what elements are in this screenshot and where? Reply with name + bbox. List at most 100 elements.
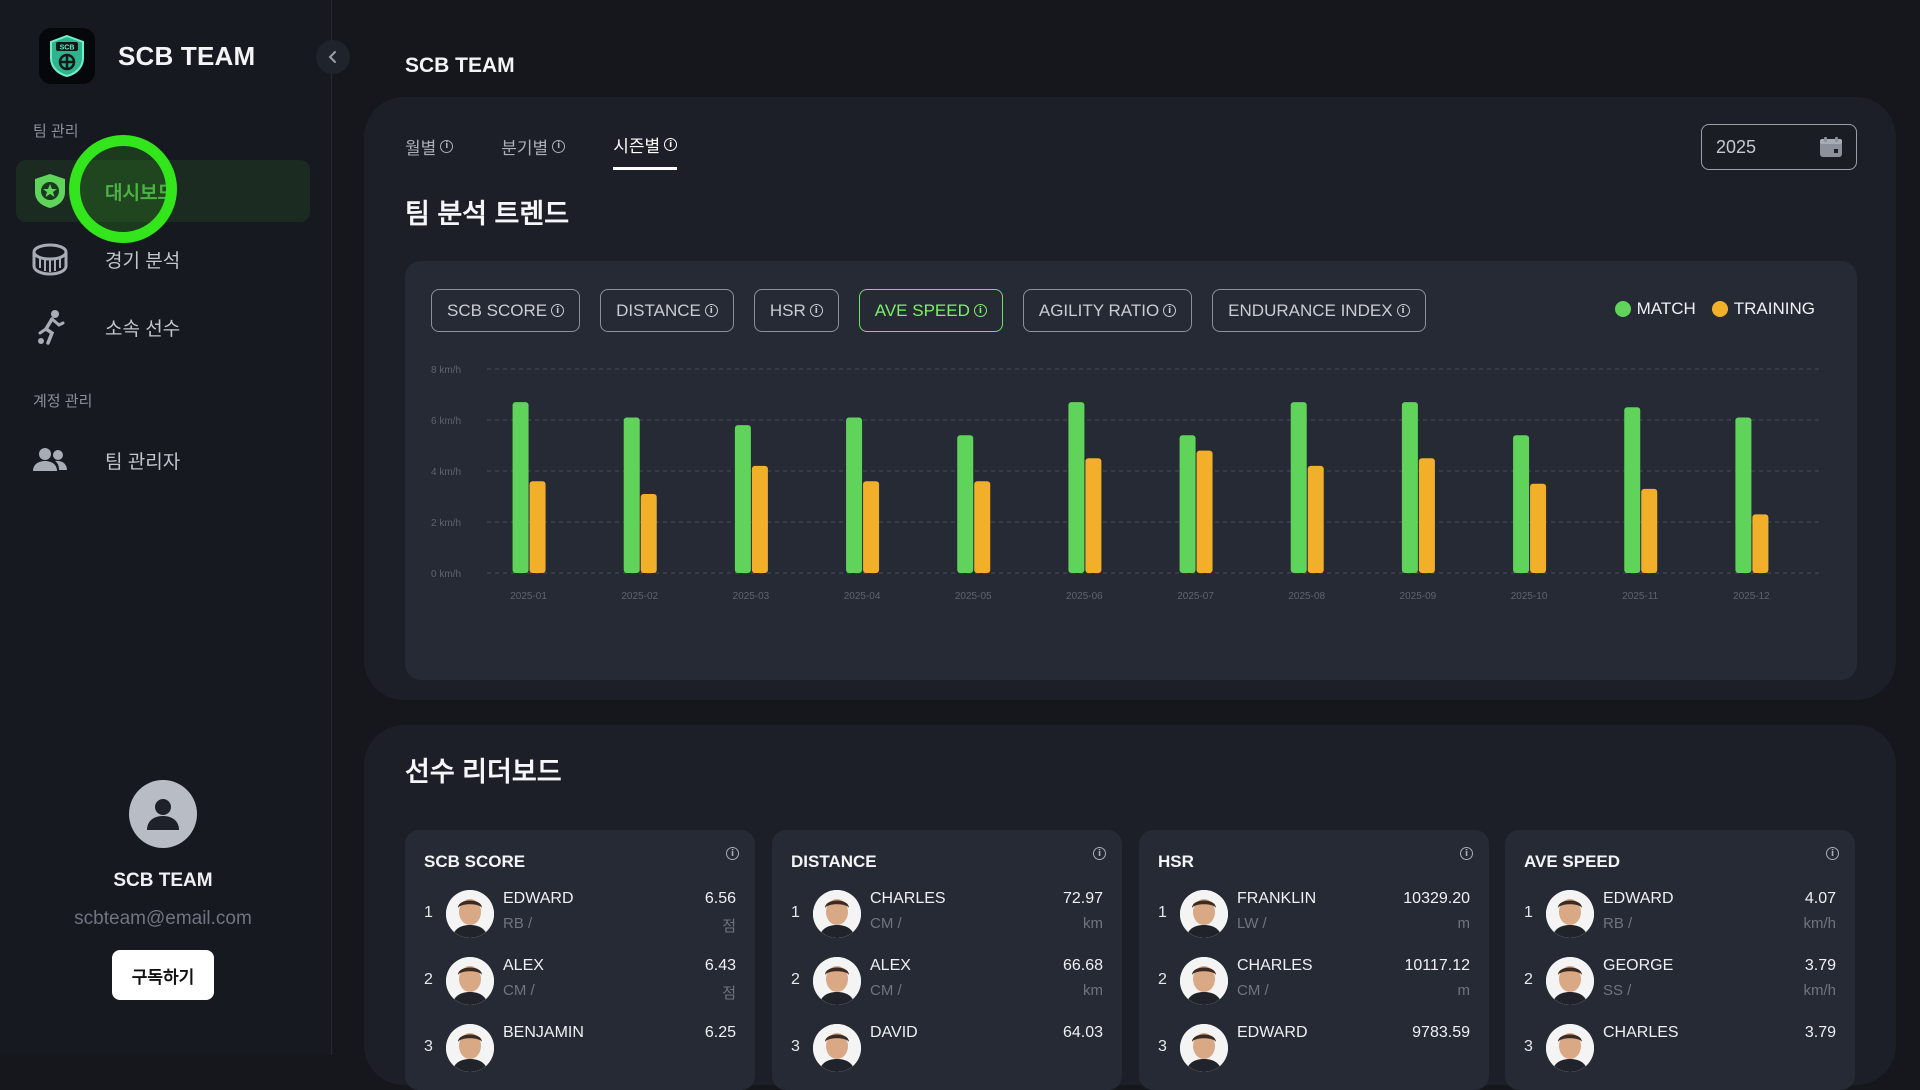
metric-scb-score[interactable]: SCB SCORE i bbox=[431, 289, 581, 332]
board-title: DISTANCE bbox=[791, 852, 877, 871]
info-icon[interactable]: i bbox=[440, 139, 454, 153]
metric-selector: SCB SCORE i DISTANCE i HSR i AVE SPEED i AGI… bbox=[431, 289, 1446, 332]
player-position: LW / bbox=[1237, 915, 1267, 932]
year-picker[interactable]: 2025 bbox=[1701, 124, 1857, 170]
stat-value: 10329.20 bbox=[1403, 890, 1470, 907]
leaderboard-row[interactable]: 3 BENJAMIN 6.25 bbox=[424, 1024, 736, 1082]
metric-label: HSR bbox=[769, 300, 806, 320]
trend-title: 팀 분석 트렌드 bbox=[405, 199, 570, 229]
profile-email: scbteam@email.com bbox=[74, 908, 252, 929]
bar-training-2025-06 bbox=[1085, 458, 1102, 573]
bar-training-2025-04 bbox=[863, 481, 880, 573]
stat-value: 6.43 bbox=[704, 957, 736, 974]
info-icon[interactable]: i bbox=[726, 847, 739, 860]
sidebar-item-team-managers[interactable]: 팀 관리자 bbox=[16, 429, 310, 491]
bar-training-2025-09 bbox=[1418, 458, 1435, 573]
bar-training-2025-07 bbox=[1196, 450, 1213, 573]
board-title: HSR bbox=[1158, 852, 1194, 871]
info-icon[interactable]: i bbox=[551, 304, 565, 317]
player-avatar bbox=[813, 957, 861, 1005]
stat-unit: m bbox=[1457, 982, 1471, 999]
leaderboard-row[interactable]: 2 ALEX CM / 6.43 점 bbox=[424, 957, 736, 1015]
metric-label: AVE SPEED bbox=[874, 300, 970, 320]
collapse-sidebar-button[interactable] bbox=[316, 40, 350, 74]
calendar-icon bbox=[1820, 137, 1842, 157]
leaderboard-row[interactable]: 3 CHARLES 3.79 bbox=[1524, 1024, 1836, 1082]
sidebar-item-label: 경기 분석 bbox=[105, 250, 181, 272]
bar-match-2025-03 bbox=[734, 425, 751, 573]
x-tick-label: 2025-03 bbox=[733, 591, 770, 602]
leaderboard-row[interactable]: 1 CHARLES CM / 72.97 km bbox=[791, 890, 1103, 948]
legend-training[interactable]: TRAINING bbox=[1711, 299, 1815, 319]
player-position: CM / bbox=[503, 982, 535, 999]
metric-agility-ratio[interactable]: AGILITY RATIO i bbox=[1022, 289, 1193, 332]
leaderboard-row[interactable]: 2 ALEX CM / 66.68 km bbox=[791, 957, 1103, 1015]
board-title: AVE SPEED bbox=[1524, 852, 1621, 871]
chart-legend: MATCH TRAINING bbox=[1599, 299, 1815, 319]
tab-quarterly[interactable]: 분기별 i bbox=[501, 132, 566, 170]
legend-match[interactable]: MATCH bbox=[1614, 299, 1696, 319]
info-icon[interactable]: i bbox=[704, 304, 718, 317]
tab-season[interactable]: 시즌별 i bbox=[613, 132, 678, 170]
brand-name: SCB TEAM bbox=[118, 40, 256, 71]
leaderboard-row[interactable]: 1 EDWARD RB / 4.07 km/h bbox=[1524, 890, 1836, 948]
bar-match-2025-05 bbox=[957, 435, 974, 573]
leaderboard-row[interactable]: 1 EDWARD RB / 6.56 점 bbox=[424, 890, 736, 948]
info-icon[interactable]: i bbox=[552, 139, 566, 153]
info-icon[interactable]: i bbox=[809, 304, 823, 317]
stat-value: 6.25 bbox=[704, 1024, 736, 1041]
info-icon[interactable]: i bbox=[1826, 847, 1839, 860]
player-name: ALEX bbox=[503, 957, 544, 974]
user-profile: SCB TEAM scbteam@email.com 구독하기 bbox=[0, 780, 326, 1000]
period-tabs: 월별 i 분기별 i 시즌별 i bbox=[405, 132, 725, 170]
metric-hsr[interactable]: HSR i bbox=[753, 289, 839, 332]
player-position: CM / bbox=[1237, 982, 1269, 999]
y-tick-label: 6 km/h bbox=[431, 416, 461, 427]
leaderboard-row[interactable]: 2 CHARLES CM / 10117.12 m bbox=[1158, 957, 1470, 1015]
x-tick-label: 2025-06 bbox=[1066, 591, 1103, 602]
player-name: GEORGE bbox=[1603, 957, 1674, 974]
bar-training-2025-11 bbox=[1641, 488, 1658, 573]
subscribe-button[interactable]: 구독하기 bbox=[112, 950, 214, 1000]
stat-unit: 점 bbox=[722, 918, 736, 935]
leaderboard-row[interactable]: 3 EDWARD 9783.59 bbox=[1158, 1024, 1470, 1082]
leaderboard-row[interactable]: 3 DAVID 64.03 bbox=[791, 1024, 1103, 1082]
info-icon[interactable]: i bbox=[1460, 847, 1473, 860]
stat-unit: m bbox=[1457, 915, 1471, 932]
bar-training-2025-02 bbox=[640, 493, 657, 573]
sidebar-item-match-analysis[interactable]: 경기 분석 bbox=[16, 228, 310, 290]
player-position: RB / bbox=[1603, 915, 1633, 932]
stat-value: 72.97 bbox=[1062, 890, 1103, 907]
info-icon[interactable]: i bbox=[664, 138, 678, 151]
stat-unit: km/h bbox=[1803, 915, 1836, 932]
x-tick-label: 2025-08 bbox=[1288, 591, 1325, 602]
metric-label: ENDURANCE INDEX bbox=[1228, 300, 1393, 320]
bar-training-2025-10 bbox=[1530, 483, 1547, 573]
leaderboard-row[interactable]: 2 GEORGE SS / 3.79 km/h bbox=[1524, 957, 1836, 1015]
rank: 3 bbox=[1524, 1038, 1533, 1055]
stat-value: 10117.12 bbox=[1404, 957, 1470, 974]
metric-label: DISTANCE bbox=[616, 300, 701, 320]
info-icon[interactable]: i bbox=[1163, 304, 1177, 317]
player-avatar bbox=[1180, 957, 1228, 1005]
tab-monthly[interactable]: 월별 i bbox=[405, 132, 454, 170]
avatar[interactable] bbox=[129, 780, 197, 848]
y-tick-label: 2 km/h bbox=[431, 518, 461, 529]
player-avatar bbox=[1546, 1024, 1594, 1072]
section-label-account: 계정 관리 bbox=[33, 393, 93, 410]
metric-endurance-index[interactable]: ENDURANCE INDEX i bbox=[1212, 289, 1426, 332]
info-icon[interactable]: i bbox=[1396, 304, 1410, 317]
player-avatar bbox=[813, 1024, 861, 1072]
info-icon[interactable]: i bbox=[1093, 847, 1106, 860]
leaderboard-row[interactable]: 1 FRANKLIN LW / 10329.20 m bbox=[1158, 890, 1470, 948]
player-avatar bbox=[446, 957, 494, 1005]
metric-distance[interactable]: DISTANCE i bbox=[600, 289, 734, 332]
info-icon[interactable]: i bbox=[973, 304, 987, 317]
sidebar-item-players[interactable]: 소속 선수 bbox=[16, 296, 310, 358]
stat-value: 3.79 bbox=[1804, 957, 1836, 974]
metric-ave-speed[interactable]: AVE SPEED i bbox=[858, 289, 1003, 332]
legend-dot-training bbox=[1711, 301, 1728, 317]
brand[interactable]: SCB SCB TEAM bbox=[39, 28, 255, 84]
profile-name: SCB TEAM bbox=[113, 870, 213, 891]
bar-match-2025-09 bbox=[1401, 402, 1418, 573]
